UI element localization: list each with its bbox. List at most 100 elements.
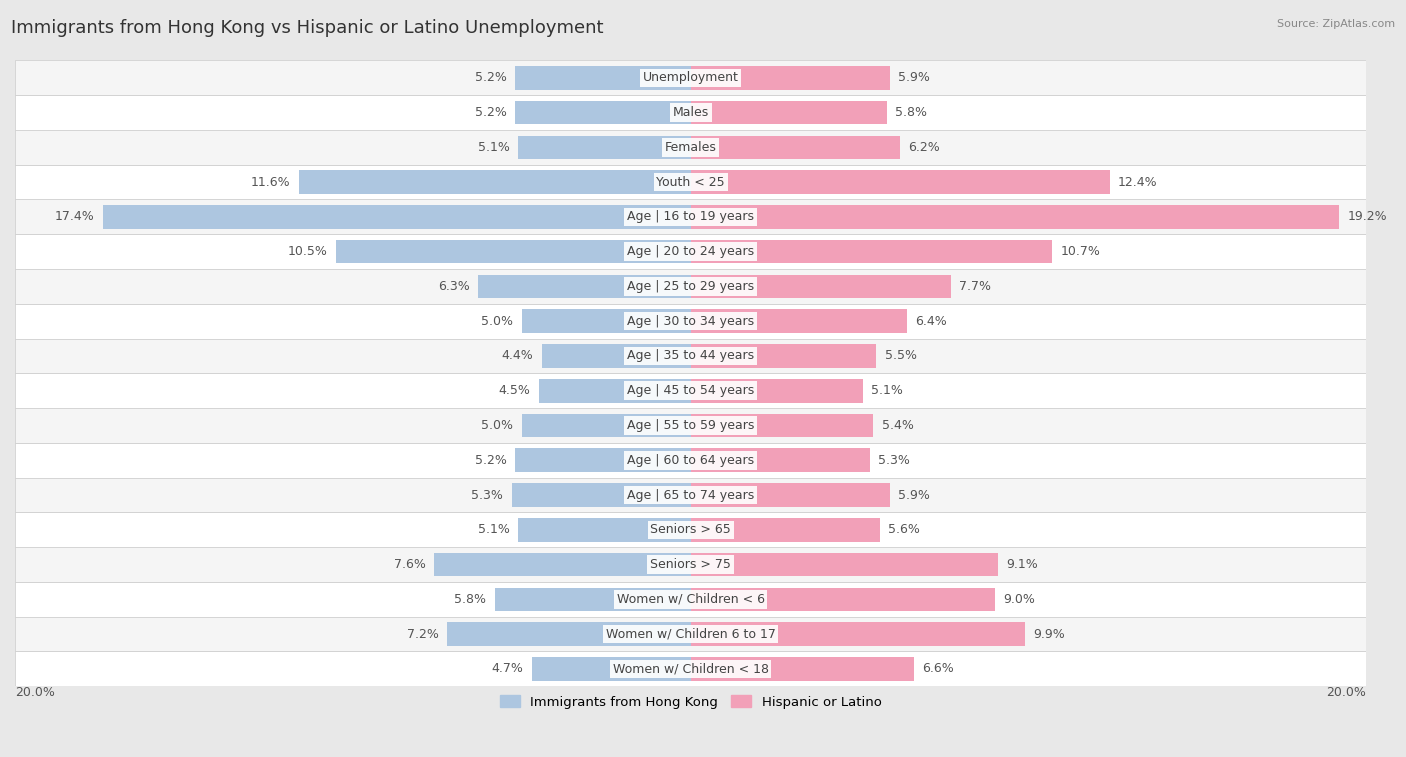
Text: 7.6%: 7.6% [394, 558, 426, 571]
Bar [690, 483, 890, 507]
Bar [515, 66, 690, 89]
Bar [690, 413, 873, 438]
Text: 6.2%: 6.2% [908, 141, 941, 154]
FancyBboxPatch shape [15, 165, 1367, 200]
Text: Age | 30 to 34 years: Age | 30 to 34 years [627, 315, 754, 328]
Text: Females: Females [665, 141, 717, 154]
Text: 5.0%: 5.0% [481, 419, 513, 432]
FancyBboxPatch shape [15, 373, 1367, 408]
Bar [690, 66, 890, 89]
FancyBboxPatch shape [15, 582, 1367, 617]
FancyBboxPatch shape [15, 652, 1367, 687]
Bar [690, 101, 887, 124]
Text: Women w/ Children < 18: Women w/ Children < 18 [613, 662, 769, 675]
Text: 5.3%: 5.3% [471, 488, 503, 502]
Text: 5.1%: 5.1% [478, 523, 510, 536]
Text: 5.2%: 5.2% [475, 453, 506, 467]
Text: 6.6%: 6.6% [922, 662, 953, 675]
Bar [690, 344, 876, 368]
Text: 5.2%: 5.2% [475, 106, 506, 119]
Bar [690, 275, 950, 298]
Bar [522, 310, 690, 333]
Bar [519, 136, 690, 159]
Bar [478, 275, 690, 298]
Text: 19.2%: 19.2% [1348, 210, 1388, 223]
FancyBboxPatch shape [15, 304, 1367, 338]
Text: 5.1%: 5.1% [478, 141, 510, 154]
Bar [690, 553, 998, 576]
Bar [690, 518, 880, 541]
Bar [690, 448, 870, 472]
FancyBboxPatch shape [15, 478, 1367, 512]
Text: Age | 45 to 54 years: Age | 45 to 54 years [627, 385, 754, 397]
Text: 4.4%: 4.4% [502, 350, 534, 363]
Text: 20.0%: 20.0% [1326, 687, 1367, 699]
Text: 4.5%: 4.5% [498, 385, 530, 397]
Bar [690, 657, 914, 681]
Text: 9.1%: 9.1% [1007, 558, 1038, 571]
Text: 7.7%: 7.7% [959, 280, 991, 293]
Bar [447, 622, 690, 646]
Bar [690, 240, 1052, 263]
Text: 5.9%: 5.9% [898, 488, 931, 502]
Text: 5.9%: 5.9% [898, 71, 931, 84]
FancyBboxPatch shape [15, 61, 1367, 95]
Text: 9.9%: 9.9% [1033, 628, 1066, 640]
Text: 5.6%: 5.6% [889, 523, 920, 536]
Text: Immigrants from Hong Kong vs Hispanic or Latino Unemployment: Immigrants from Hong Kong vs Hispanic or… [11, 19, 603, 37]
Bar [538, 379, 690, 403]
FancyBboxPatch shape [15, 547, 1367, 582]
Text: 5.2%: 5.2% [475, 71, 506, 84]
FancyBboxPatch shape [15, 200, 1367, 234]
FancyBboxPatch shape [15, 338, 1367, 373]
Bar [512, 483, 690, 507]
Text: 17.4%: 17.4% [55, 210, 94, 223]
Text: 5.4%: 5.4% [882, 419, 914, 432]
Text: Women w/ Children 6 to 17: Women w/ Children 6 to 17 [606, 628, 776, 640]
Text: Age | 60 to 64 years: Age | 60 to 64 years [627, 453, 754, 467]
Text: 5.0%: 5.0% [481, 315, 513, 328]
Text: Seniors > 65: Seniors > 65 [651, 523, 731, 536]
Bar [519, 518, 690, 541]
Bar [543, 344, 690, 368]
FancyBboxPatch shape [15, 617, 1367, 652]
Text: 7.2%: 7.2% [408, 628, 439, 640]
FancyBboxPatch shape [15, 443, 1367, 478]
Text: 5.3%: 5.3% [879, 453, 910, 467]
Text: 6.4%: 6.4% [915, 315, 948, 328]
Text: Age | 55 to 59 years: Age | 55 to 59 years [627, 419, 755, 432]
FancyBboxPatch shape [15, 512, 1367, 547]
Text: 5.8%: 5.8% [454, 593, 486, 606]
Text: Source: ZipAtlas.com: Source: ZipAtlas.com [1277, 19, 1395, 29]
Text: Age | 65 to 74 years: Age | 65 to 74 years [627, 488, 754, 502]
Text: 9.0%: 9.0% [1002, 593, 1035, 606]
Text: 4.7%: 4.7% [492, 662, 523, 675]
Bar [515, 448, 690, 472]
FancyBboxPatch shape [15, 130, 1367, 165]
Text: 5.1%: 5.1% [872, 385, 903, 397]
Legend: Immigrants from Hong Kong, Hispanic or Latino: Immigrants from Hong Kong, Hispanic or L… [495, 690, 887, 714]
Text: 6.3%: 6.3% [437, 280, 470, 293]
Text: 20.0%: 20.0% [15, 687, 55, 699]
Bar [522, 413, 690, 438]
Text: Age | 25 to 29 years: Age | 25 to 29 years [627, 280, 754, 293]
Text: Age | 35 to 44 years: Age | 35 to 44 years [627, 350, 754, 363]
Text: Youth < 25: Youth < 25 [657, 176, 725, 188]
Text: Age | 20 to 24 years: Age | 20 to 24 years [627, 245, 754, 258]
FancyBboxPatch shape [15, 408, 1367, 443]
FancyBboxPatch shape [15, 269, 1367, 304]
Text: Women w/ Children < 6: Women w/ Children < 6 [617, 593, 765, 606]
Bar [690, 587, 994, 611]
Text: 12.4%: 12.4% [1118, 176, 1157, 188]
Text: 5.8%: 5.8% [896, 106, 927, 119]
Bar [690, 379, 863, 403]
Bar [299, 170, 690, 194]
Bar [690, 310, 907, 333]
Bar [690, 136, 900, 159]
Bar [690, 170, 1109, 194]
FancyBboxPatch shape [15, 95, 1367, 130]
Text: Seniors > 75: Seniors > 75 [650, 558, 731, 571]
Bar [690, 622, 1025, 646]
Bar [103, 205, 690, 229]
Text: Males: Males [672, 106, 709, 119]
